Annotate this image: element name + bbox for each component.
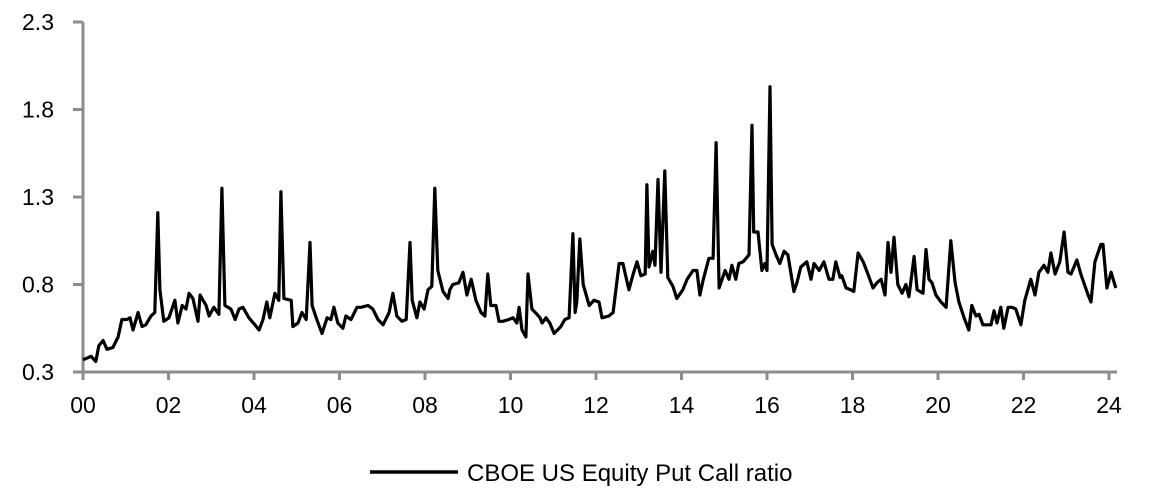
x-tick-label: 24	[1096, 392, 1122, 418]
y-tick-label: 1.3	[22, 184, 54, 210]
x-tick-label: 16	[754, 392, 780, 418]
y-axis-labels: 0.3 0.8 1.3 1.8 2.3	[22, 9, 54, 385]
x-tick-label: 10	[498, 392, 524, 418]
legend-label: CBOE US Equity Put Call ratio	[467, 460, 792, 487]
x-tick-label: 18	[840, 392, 866, 418]
x-tick-label: 06	[327, 392, 353, 418]
axes	[73, 20, 1117, 380]
y-tick-label: 0.8	[22, 272, 54, 298]
x-tick-label: 00	[70, 392, 96, 418]
x-tick-label: 14	[669, 392, 695, 418]
series-line-put-call-ratio	[82, 85, 1118, 364]
x-tick-label: 22	[1011, 392, 1037, 418]
y-tick-label: 2.3	[22, 9, 54, 35]
y-tick-label: 0.3	[22, 359, 54, 385]
x-tick-label: 08	[412, 392, 438, 418]
x-tick-label: 12	[583, 392, 609, 418]
x-tick-label: 20	[925, 392, 951, 418]
x-tick-label: 04	[241, 392, 267, 418]
x-tick-label: 02	[156, 392, 182, 418]
x-axis-labels: 00 02 04 06 08 10 12 14 16 18 20 22 24	[70, 392, 1122, 418]
y-tick-label: 1.8	[22, 97, 54, 123]
legend: CBOE US Equity Put Call ratio	[370, 460, 792, 487]
